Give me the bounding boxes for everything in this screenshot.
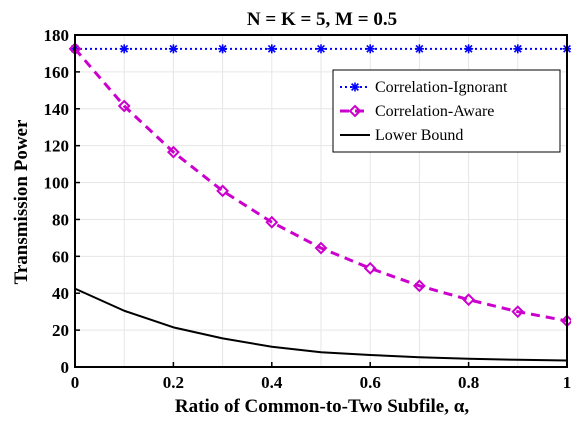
data-point bbox=[168, 44, 178, 54]
data-point bbox=[511, 305, 525, 319]
data-point bbox=[464, 44, 474, 54]
series-2 bbox=[74, 287, 568, 362]
x-tick-label: 0.2 bbox=[163, 373, 184, 392]
y-tick-label: 0 bbox=[61, 358, 70, 377]
data-point bbox=[119, 44, 129, 54]
series-layer bbox=[68, 42, 571, 362]
y-tick-label: 60 bbox=[52, 247, 69, 266]
x-tick-label: 0.8 bbox=[458, 373, 479, 392]
legend-marker bbox=[348, 104, 362, 118]
legend-label: Correlation-Ignorant bbox=[375, 79, 508, 96]
data-point bbox=[166, 145, 180, 159]
legend-label: Lower Bound bbox=[375, 127, 463, 144]
y-tick-label: 100 bbox=[44, 174, 70, 193]
series-0 bbox=[70, 44, 571, 54]
x-axis-label: Ratio of Common-to-Two Subfile, α, bbox=[175, 396, 469, 417]
y-axis-label: Transmission Power bbox=[11, 119, 32, 284]
plot-frame bbox=[74, 34, 568, 368]
x-tick-label: 0 bbox=[71, 373, 80, 392]
chart-title: N = K = 5, M = 0.5 bbox=[247, 9, 397, 30]
series-line bbox=[73, 47, 568, 323]
data-point bbox=[412, 279, 426, 293]
y-tick-label: 40 bbox=[52, 284, 69, 303]
data-point bbox=[216, 184, 230, 198]
series-1 bbox=[68, 42, 571, 328]
y-tick-label: 20 bbox=[52, 321, 69, 340]
data-point bbox=[462, 293, 476, 307]
data-point bbox=[513, 44, 523, 54]
data-point bbox=[267, 44, 277, 54]
data-point bbox=[314, 241, 328, 255]
data-point bbox=[363, 261, 377, 275]
ticks: 0 0.2 0.4 0.6 0.8 1 0 20 40 60 80 100 120 140 160 180 bbox=[44, 26, 571, 392]
x-tick-label: 0.4 bbox=[261, 373, 283, 392]
y-tick-label: 80 bbox=[52, 210, 69, 229]
data-point bbox=[218, 44, 228, 54]
x-tick-label: 0.6 bbox=[360, 373, 381, 392]
legend-label: Correlation-Aware bbox=[375, 103, 494, 120]
data-point bbox=[316, 44, 326, 54]
y-tick-label: 160 bbox=[44, 63, 70, 82]
data-point bbox=[265, 215, 279, 229]
data-point bbox=[365, 44, 375, 54]
y-tick-label: 140 bbox=[44, 100, 70, 119]
x-tick-label: 1 bbox=[563, 373, 571, 392]
data-point bbox=[117, 99, 131, 113]
series-line bbox=[74, 287, 568, 362]
legend-box bbox=[332, 69, 561, 153]
y-tick-label: 180 bbox=[44, 26, 70, 45]
legend: Correlation-Ignorant Correlation-Aware Low… bbox=[332, 69, 561, 153]
data-point bbox=[414, 44, 424, 54]
y-tick-label: 120 bbox=[44, 137, 70, 156]
legend-marker bbox=[350, 82, 360, 92]
